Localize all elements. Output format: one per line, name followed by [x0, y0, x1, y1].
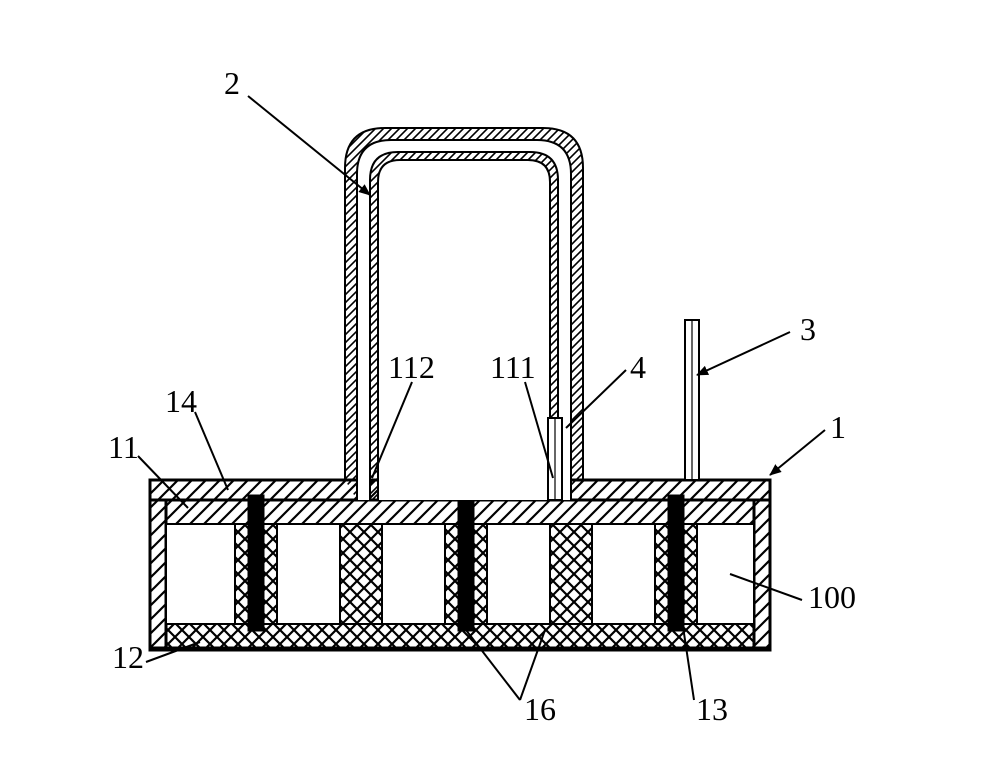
label-112: 112 — [388, 349, 435, 385]
label-3: 3 — [800, 311, 816, 347]
label-2: 2 — [224, 65, 240, 101]
technical-diagram: 23141111121411121001316 — [0, 0, 1000, 759]
drawing-layer — [150, 128, 770, 650]
label-12: 12 — [112, 639, 144, 675]
label-13: 13 — [696, 691, 728, 727]
label-100: 100 — [808, 579, 856, 615]
label-11: 11 — [108, 429, 139, 465]
label-1: 1 — [830, 409, 846, 445]
label-14: 14 — [165, 383, 197, 419]
label-4: 4 — [630, 349, 646, 385]
label-111: 111 — [490, 349, 536, 385]
label-16: 16 — [524, 691, 556, 727]
